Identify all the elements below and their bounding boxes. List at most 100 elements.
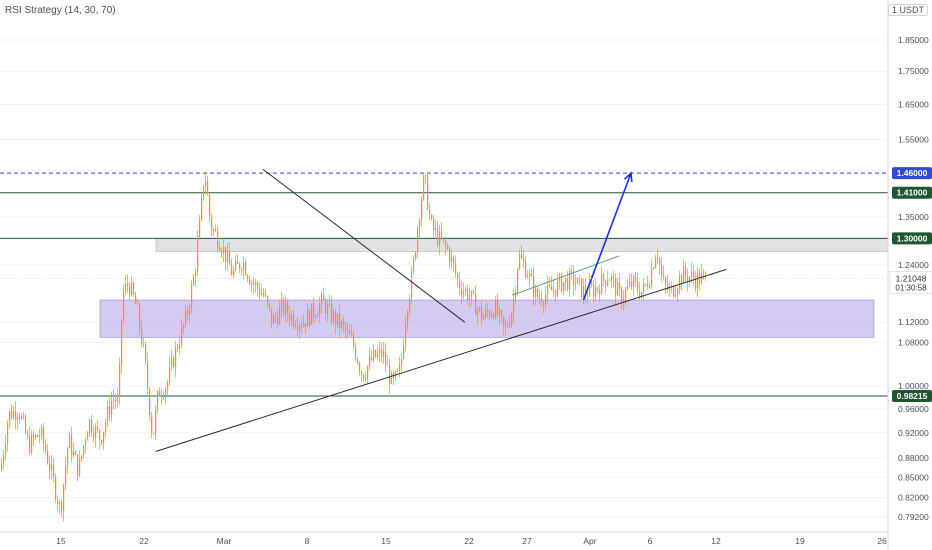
candle-body [443,238,445,240]
candle-body [247,275,249,279]
candle-body [503,316,505,327]
trendline[interactable] [262,168,466,323]
current-price-tag[interactable] [889,271,932,294]
candle-body [533,275,535,297]
candle-body [705,272,707,274]
candle-body [209,194,211,217]
candle-body [575,283,577,285]
candle-body [445,239,447,246]
trendline[interactable] [155,269,727,452]
candle-body [589,282,591,297]
candle-body [265,295,267,297]
candle-body [373,349,375,361]
candle-body [323,294,325,301]
level-price-tag[interactable] [892,390,932,403]
candle-body [301,325,303,327]
candlestick-series [1,171,707,522]
candle-body [573,271,575,285]
candle-body [271,308,273,324]
candle-body [685,266,687,276]
level-price-tag[interactable] [892,232,932,245]
candle-body [229,251,231,265]
candle-body [651,269,653,286]
candle-body [343,321,345,325]
candle-body [401,359,403,365]
candle-body [51,464,53,471]
candle-body [325,300,327,315]
level-price-tag[interactable] [892,186,932,199]
candle-body [495,300,497,318]
projection-arrow[interactable] [582,172,632,301]
candle-body [369,356,371,367]
candle-body [439,231,441,245]
candle-body [145,343,147,362]
candle-body [419,220,421,229]
candle-body [39,435,41,437]
level-price-tag[interactable] [892,167,932,180]
level-price-text: 1.30000 [897,233,928,243]
candle-body [423,176,425,200]
time-tick-label: Mar [217,536,232,546]
candle-body [591,282,593,286]
candle-body [637,281,639,291]
candle-body [3,454,5,464]
candle-body [45,443,47,452]
time-tick-label: Apr [583,536,596,546]
candle-body [7,423,9,444]
candle-body [653,268,655,270]
time-tick-label: 27 [522,536,532,546]
trendline[interactable] [512,255,620,296]
candle-body [125,283,127,291]
candle-body [425,175,427,177]
candle-body [49,463,51,471]
candle-body [179,345,181,350]
currency-badge[interactable]: 1 USDT [887,4,928,16]
candle-body [157,391,159,410]
candle-body [579,277,581,279]
candle-body [647,283,649,288]
candle-body [331,303,333,323]
candle-body [689,277,691,283]
candle-body [185,311,187,325]
candle-body [577,277,579,284]
candle-body [249,278,251,285]
candle-body [455,263,457,274]
candle-body [205,181,207,186]
countdown-text: 01:30:58 [895,283,927,292]
candle-body [215,229,217,231]
candle-body [701,273,703,284]
candle-body [413,259,415,272]
candle-body [263,292,265,296]
candle-body [239,263,241,270]
candle-body [593,285,595,297]
candle-body [663,275,665,279]
strategy-label[interactable]: RSI Strategy (14, 30, 70) [5,5,116,16]
candle-body [571,270,573,272]
candle-body [143,343,145,345]
time-axis[interactable]: 15 22 Mar 8 15 22 27 Apr 6 12 19 26 [0,531,888,546]
candle-body [27,433,29,437]
candle-body [617,282,619,296]
candle-body [99,430,101,441]
candle-body [333,312,335,323]
candle-body [101,440,103,444]
candle-body [217,230,219,248]
candle-body [9,411,11,424]
candle-body [133,282,135,295]
candle-body [317,315,319,317]
candle-body [527,277,529,278]
candle-body [181,326,183,346]
candle-body [151,415,153,434]
candle-body [519,254,521,270]
candle-body [629,281,631,287]
candle-body [531,273,533,276]
candle-body [557,280,559,296]
candle-body [611,276,613,281]
candle-body [561,275,563,292]
candle-body [703,272,705,274]
candle-body [509,324,511,326]
candle-body [167,382,169,390]
candle-body [183,324,185,327]
